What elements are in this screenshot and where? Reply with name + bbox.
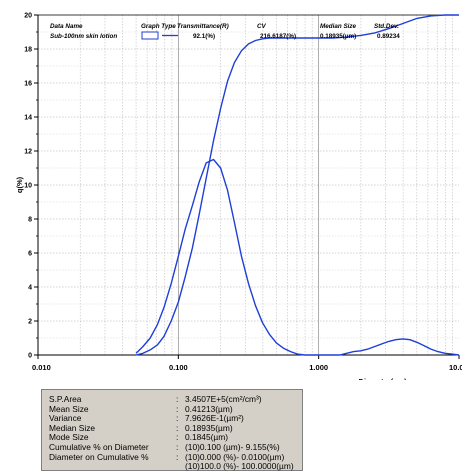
legend-data-name: Sub-100nm skin lotion bbox=[50, 33, 117, 40]
stat-separator: : bbox=[176, 413, 179, 424]
chart-plot-area: 0 2 4 6 8 10 12 14 16 18 20 0.010 0.100 1.000 10.0 Dat… bbox=[15, 13, 462, 381]
stat-label: Variance bbox=[49, 413, 82, 424]
stat-row: Mean Size: 0.41213(µm) bbox=[49, 403, 302, 415]
legend-header: Median Size bbox=[320, 23, 357, 30]
stat-row: Mode Size: 0.1845(µm) bbox=[49, 433, 302, 443]
stat-row: (10)100.0 (%)- 100.0000(µm) bbox=[49, 462, 302, 472]
stat-label: Mode Size bbox=[49, 432, 89, 443]
stat-separator: : bbox=[176, 441, 179, 452]
legend-median-size: 0.18935(µm) bbox=[320, 33, 356, 40]
stat-label: Diameter on Cumulative % bbox=[49, 451, 149, 462]
stat-separator: : bbox=[176, 432, 179, 443]
statistics-panel: S.P.Area:3.4507E+5(cm²/cm³) Mean Size: 0.… bbox=[41, 389, 303, 471]
y-tick-label: 18 bbox=[24, 47, 32, 54]
legend: Data Name Graph Type Transmittance(R) CV Med… bbox=[50, 23, 400, 40]
legend-cv: 216.6187(%) bbox=[260, 33, 296, 40]
stat-separator: : bbox=[176, 451, 179, 462]
stat-separator bbox=[176, 462, 185, 472]
x-axis-label: Diameter(µm) bbox=[358, 377, 407, 380]
y-tick-label: 6 bbox=[28, 251, 32, 258]
cumulative-curve bbox=[135, 14, 459, 356]
stat-value: (10)0.100 (µm)- 9.155(%) bbox=[185, 441, 280, 452]
stat-value: 0.1845(µm) bbox=[185, 432, 228, 443]
x-tick-label: 0.010 bbox=[32, 363, 51, 372]
stat-value: 0.41213(µm) bbox=[185, 403, 233, 414]
legend-header: Graph Type bbox=[141, 23, 176, 30]
stat-value: 7.9626E-1(µm²) bbox=[185, 413, 244, 424]
y-tick-label: 4 bbox=[28, 285, 32, 292]
y-tick-label: 16 bbox=[24, 81, 32, 88]
legend-header: Transmittance(R) bbox=[177, 23, 229, 30]
stat-label: Mean Size bbox=[49, 403, 89, 414]
legend-header: Data Name bbox=[50, 23, 83, 30]
stat-row: S.P.Area:3.4507E+5(cm²/cm³) bbox=[49, 394, 302, 405]
x-tick-label: 1.000 bbox=[309, 363, 328, 372]
y-tick-label: 0 bbox=[28, 353, 32, 360]
stat-value: (10)100.0 (%)- 100.0000(µm) bbox=[185, 461, 294, 472]
y-tick-label: 12 bbox=[24, 149, 32, 156]
grid bbox=[37, 14, 459, 356]
legend-std-dev: 0.89234 bbox=[377, 33, 400, 40]
stat-value: 3.4507E+5(cm²/cm³) bbox=[185, 394, 262, 404]
stat-row: Cumulative % on Diameter: (10)0.100 (µm)-… bbox=[49, 441, 302, 453]
stat-separator: : bbox=[176, 422, 179, 433]
stat-row: Diameter on Cumulative %: (10)0.000 (%)- … bbox=[49, 451, 302, 463]
axes: 0 2 4 6 8 10 12 14 16 18 20 0.010 0.100 1.000 10.0 bbox=[24, 13, 462, 373]
stat-separator: : bbox=[176, 403, 179, 414]
axis-labels: q(%) Diameter(µm) bbox=[15, 176, 407, 380]
y-tick-label: 10 bbox=[24, 183, 32, 190]
y-tick-label: 14 bbox=[24, 115, 32, 122]
x-tick-label: 0.100 bbox=[169, 363, 188, 372]
stat-separator: : bbox=[176, 394, 179, 404]
legend-transmittance: 92.1(%) bbox=[193, 33, 215, 40]
y-tick-label: 2 bbox=[28, 319, 32, 326]
frequency-curve bbox=[135, 158, 460, 356]
y-tick-label: 20 bbox=[24, 13, 32, 20]
stat-row: Median Size: 0.18935(µm) bbox=[49, 422, 302, 434]
legend-header: CV bbox=[257, 23, 267, 30]
series-lines bbox=[135, 14, 460, 356]
legend-swatch-box bbox=[141, 31, 159, 40]
stat-label bbox=[49, 462, 176, 472]
particle-size-chart: 0 2 4 6 8 10 12 14 16 18 20 0.010 0.100 1.000 10.0 Dat… bbox=[15, 13, 462, 381]
x-tick-label: 10.0 bbox=[449, 363, 462, 372]
stats-list: S.P.Area:3.4507E+5(cm²/cm³) Mean Size: 0.… bbox=[49, 394, 302, 472]
stat-value: 0.18935(µm) bbox=[185, 422, 233, 433]
stat-label: Cumulative % on Diameter bbox=[49, 441, 149, 452]
legend-header: Std.Dev. bbox=[374, 23, 399, 30]
stat-value: (10)0.000 (%)- 0.0100(µm) bbox=[185, 451, 285, 462]
stat-label: Median Size bbox=[49, 422, 96, 433]
stat-label: S.P.Area bbox=[49, 394, 82, 404]
y-axis-label: q(%) bbox=[15, 176, 24, 193]
stat-row: Variance:7.9626E-1(µm²) bbox=[49, 414, 302, 424]
y-tick-label: 8 bbox=[28, 217, 32, 224]
